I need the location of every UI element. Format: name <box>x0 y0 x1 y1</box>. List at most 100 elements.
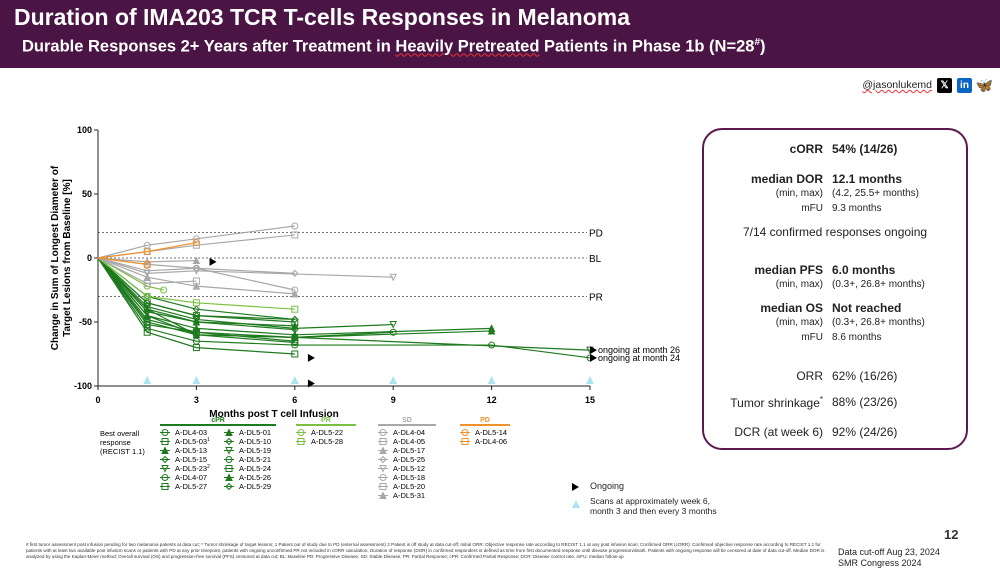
dcr-label: DCR (at week 6) <box>734 425 823 439</box>
data-point <box>192 318 201 326</box>
ts-label-text: Tumor shrinkage <box>730 396 820 410</box>
legend-entry: A-DL4-03 <box>175 428 207 437</box>
data-point <box>192 344 200 352</box>
ongoing-annotation: ongoing at month 24 <box>598 353 680 363</box>
series-line <box>97 242 197 259</box>
data-point <box>143 328 151 336</box>
mdor-mfu-label: mFU <box>801 203 823 214</box>
mos-mfu-label: mFU <box>801 332 823 343</box>
scan-marker <box>192 376 201 384</box>
legend-marker <box>297 438 305 445</box>
ts-value: 88% (23/26) <box>832 395 898 409</box>
legend-marker <box>461 438 469 445</box>
legend-entry: A-DL5-13 <box>175 446 207 455</box>
scan-marker <box>586 376 594 384</box>
x-tick-label: 3 <box>194 395 199 405</box>
page-number: 12 <box>944 527 959 542</box>
legend-entry: A-DL4-07 <box>175 473 207 482</box>
mos-value: Not reached <box>832 301 902 315</box>
legend-entry: A-DL5-26 <box>239 473 271 482</box>
scan-marker <box>389 376 398 384</box>
data-point <box>192 282 201 290</box>
dcr-value: 92% (24/26) <box>832 425 898 439</box>
legend-marker <box>225 447 233 455</box>
legend-marker <box>379 474 387 481</box>
y-tick-label: -100 <box>74 381 92 391</box>
legend-entry: A-DL5-21 <box>239 455 271 464</box>
social-bar: @jasonlukemd 𝕏 in 🦋 <box>862 76 994 94</box>
legend-entry: A-DL5-22 <box>311 428 343 437</box>
social-handle[interactable]: @jasonlukemd <box>862 79 932 91</box>
reference-line-label: PD <box>589 228 603 239</box>
legend-entry: A-DL5-31 <box>393 491 425 500</box>
legend-marker <box>225 482 233 491</box>
scans-legend-icon <box>572 500 580 508</box>
mpfs-label: median PFS <box>754 263 823 277</box>
data-point <box>143 311 152 320</box>
legend-entry: A-DL5-25 <box>393 455 425 464</box>
series-line <box>97 257 197 285</box>
data-point <box>291 269 299 278</box>
data-point <box>160 286 168 294</box>
legend-entry: A-DL5-01 <box>239 428 271 437</box>
y-tick-label: 0 <box>87 253 92 263</box>
linkedin-icon[interactable]: in <box>957 77 972 93</box>
legend-entry: A-DL4-04 <box>393 428 425 437</box>
x-icon[interactable]: 𝕏 <box>937 77 952 93</box>
subtitle-sup: # <box>754 37 761 48</box>
legend-marker <box>225 456 233 463</box>
mdor-mfu-value: 9.3 months <box>832 203 882 214</box>
legend-group-title: SD <box>402 417 412 424</box>
data-point <box>487 326 496 335</box>
series-line <box>97 257 295 344</box>
scan-marker <box>487 376 496 384</box>
x-tick-label: 15 <box>585 395 595 405</box>
subtitle-post: Patients in Phase 1b (N=28 <box>539 37 755 56</box>
page-title: Duration of IMA203 TCR T-cells Responses… <box>14 4 631 30</box>
legend-marker <box>379 429 387 436</box>
orr-label: ORR <box>796 369 823 383</box>
legend-marker <box>379 438 387 445</box>
data-point <box>143 292 151 300</box>
legend-marker <box>225 437 233 446</box>
data-point <box>143 303 152 311</box>
legend-marker <box>161 483 169 490</box>
legend-marker <box>461 429 469 436</box>
header-banner: Duration of IMA203 TCR T-cells Responses… <box>0 0 1000 68</box>
cutoff-date: Data cut-off Aug 23, 2024 <box>838 547 940 557</box>
reference-line-label: PR <box>589 292 603 303</box>
footnote: # first tumor assessment post infusion p… <box>26 542 825 559</box>
data-point <box>389 321 398 329</box>
x-axis-label: Months post T cell Infusion <box>209 409 338 420</box>
legend-entry: A-DL5-10 <box>239 437 271 446</box>
mos-range-label: (min, max) <box>775 317 823 328</box>
legend-entry: A-DL5-15 <box>175 455 207 464</box>
scan-marker <box>143 376 152 384</box>
legend-marker <box>225 465 233 472</box>
series-line <box>97 257 295 355</box>
corr-label: cORR <box>789 142 823 156</box>
bluesky-icon[interactable]: 🦋 <box>975 76 994 93</box>
reference-line-label: BL <box>589 254 602 265</box>
x-tick-label: 12 <box>487 395 497 405</box>
legend-marker <box>379 455 387 464</box>
data-point <box>143 248 151 256</box>
series-line <box>97 257 295 321</box>
confirmed-ongoing: 7/14 confirmed responses ongoing <box>742 225 928 239</box>
data-point <box>291 350 299 358</box>
series-line <box>97 257 295 274</box>
subtitle-highlight: Heavily Pretreated <box>395 37 540 56</box>
legend-marker <box>379 446 387 454</box>
data-point <box>143 269 152 278</box>
data-point <box>192 256 201 265</box>
data-point <box>291 231 299 239</box>
legend-group-title: PD <box>480 417 490 424</box>
legend-group-title: PR <box>321 417 331 424</box>
data-point <box>290 324 299 333</box>
subtitle-pre: Durable Responses 2+ Years after Treatme… <box>22 37 396 56</box>
mos-label: median OS <box>760 301 823 315</box>
y-tick-label: 100 <box>77 125 92 135</box>
mdor-range-value: (4.2, 25.5+ months) <box>832 188 919 199</box>
data-point <box>192 239 200 247</box>
legend-entry: A-DL5-19 <box>239 446 271 455</box>
